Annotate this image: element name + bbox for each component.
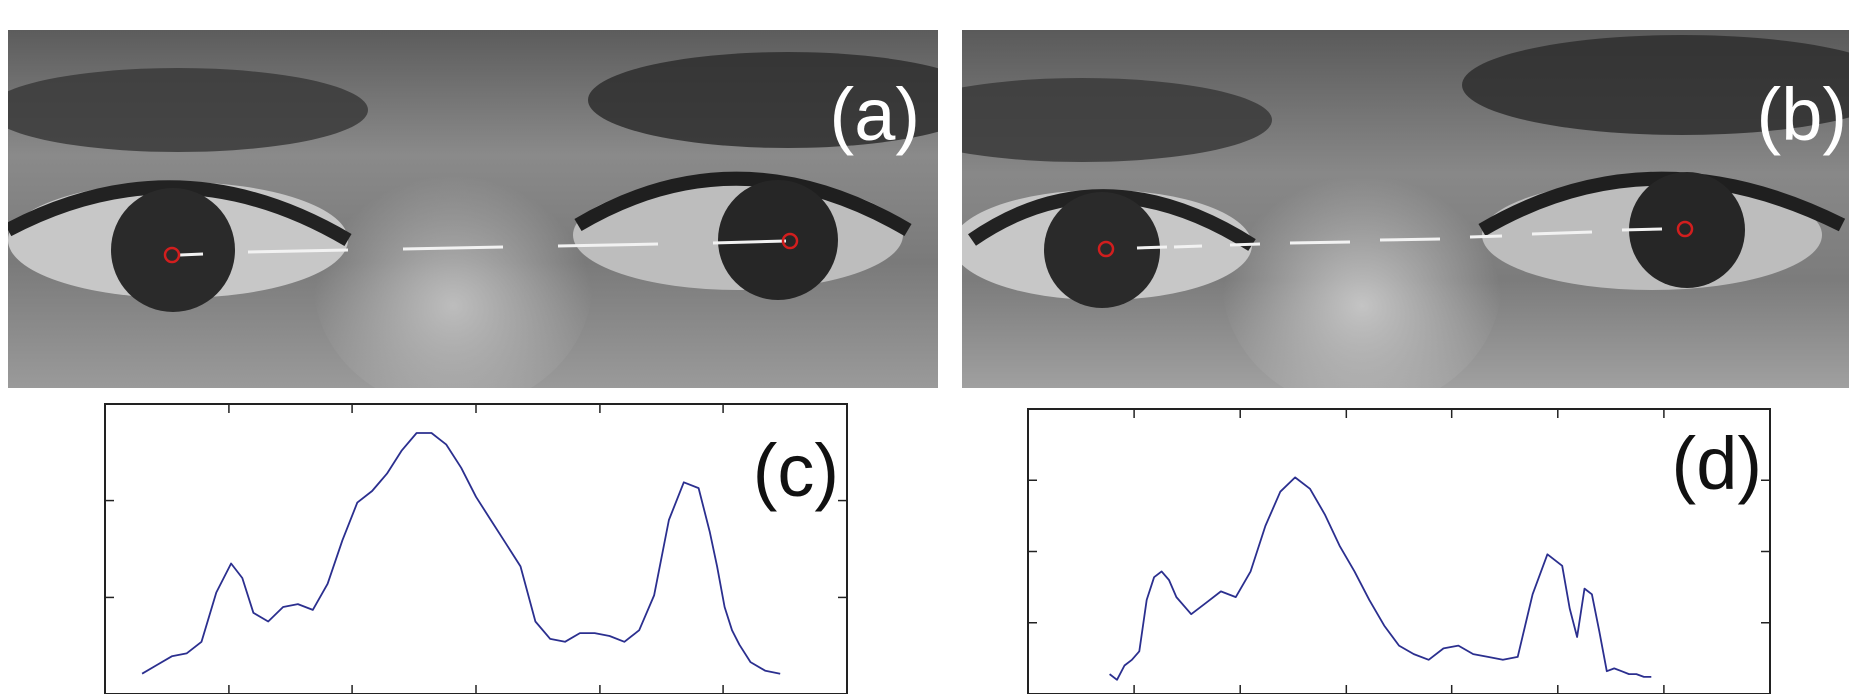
panel-label-d: (d) [1671, 422, 1762, 505]
panel-label-b: (b) [1756, 73, 1847, 156]
profile-chart-c: (c) [103, 402, 851, 694]
iris-left [1044, 192, 1160, 308]
pupil-marker-right [1676, 220, 1694, 238]
iris-left [111, 188, 235, 312]
scan-line-b [1136, 227, 1663, 250]
panel-label-a: (a) [829, 73, 920, 156]
eye-photo-a-image [8, 30, 938, 388]
plot-frame-c [104, 403, 848, 694]
pupil-marker-left [1097, 240, 1115, 258]
eye-photo-a: (a) [8, 30, 938, 388]
eyebrow-left [8, 68, 368, 152]
profile-chart-c-svg [104, 403, 848, 694]
eyebrow-left [962, 78, 1272, 162]
eye-photo-b-image [962, 30, 1849, 388]
profile-chart-d: (d) [1026, 407, 1774, 694]
scan-line-a [179, 239, 787, 257]
eyebrow-right [1462, 35, 1849, 135]
eyebrow-right [588, 52, 938, 148]
eye-photo-b: (b) [962, 30, 1849, 388]
pupil-marker-right [781, 232, 799, 250]
panel-label-c: (c) [752, 429, 839, 512]
iris-right [1629, 172, 1745, 288]
profile-line-c-0 [141, 432, 781, 675]
pupil-marker-left [163, 246, 181, 264]
profile-chart-d-svg [1027, 408, 1771, 694]
profile-line-d-0 [1109, 476, 1652, 681]
